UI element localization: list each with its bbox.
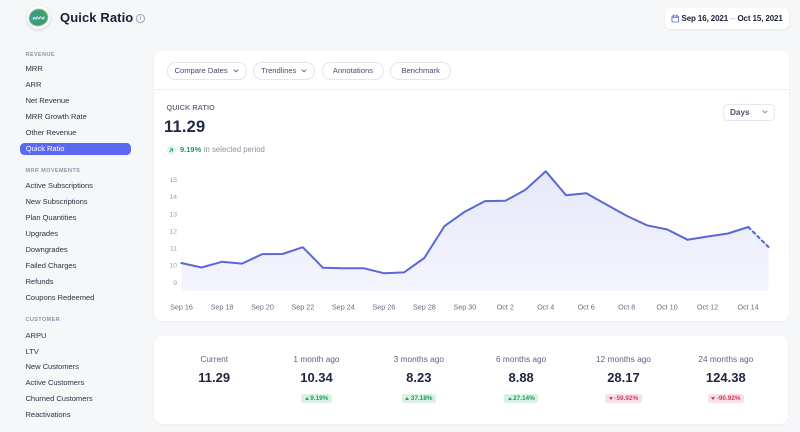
svg-text:Sep 26: Sep 26 bbox=[372, 302, 395, 311]
svg-text:9: 9 bbox=[173, 280, 177, 287]
svg-text:12: 12 bbox=[169, 229, 177, 236]
svg-text:Oct 10: Oct 10 bbox=[656, 302, 677, 311]
svg-text:Oct 12: Oct 12 bbox=[697, 302, 718, 311]
svg-text:11: 11 bbox=[169, 246, 176, 253]
svg-text:Oct 4: Oct 4 bbox=[537, 302, 554, 311]
svg-text:Oct 8: Oct 8 bbox=[618, 302, 635, 311]
svg-text:Sep 24: Sep 24 bbox=[332, 302, 355, 311]
svg-text:Oct 2: Oct 2 bbox=[496, 302, 513, 311]
svg-text:14: 14 bbox=[169, 194, 177, 201]
svg-text:Sep 18: Sep 18 bbox=[210, 302, 233, 311]
svg-text:Sep 16: Sep 16 bbox=[170, 302, 193, 311]
svg-text:15: 15 bbox=[169, 177, 177, 184]
svg-text:Oct 14: Oct 14 bbox=[737, 302, 758, 311]
svg-text:Sep 20: Sep 20 bbox=[251, 302, 274, 311]
svg-text:Sep 28: Sep 28 bbox=[412, 302, 435, 311]
svg-text:Sep 30: Sep 30 bbox=[453, 302, 476, 311]
svg-text:Sep 22: Sep 22 bbox=[291, 302, 314, 311]
svg-text:10: 10 bbox=[169, 263, 177, 270]
svg-text:13: 13 bbox=[169, 211, 177, 218]
svg-text:Oct 6: Oct 6 bbox=[577, 302, 594, 311]
